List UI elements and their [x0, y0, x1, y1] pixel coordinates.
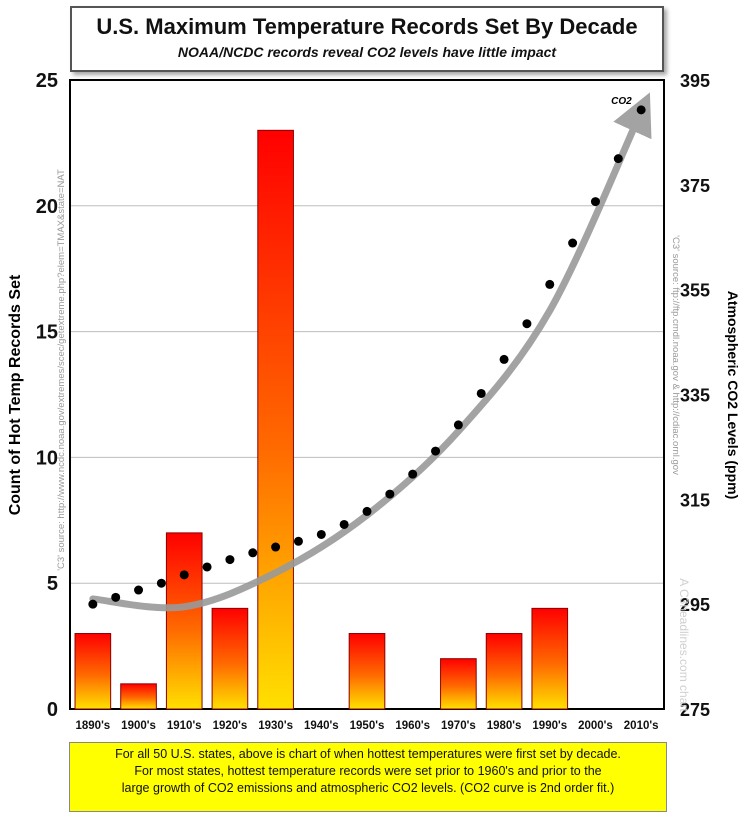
co2-dot [225, 555, 235, 565]
co2-dot [339, 519, 349, 529]
bar [74, 633, 112, 710]
footnote-line: For all 50 U.S. states, above is chart o… [115, 747, 621, 761]
y2-axis-label: Atmospheric CO2 Levels (ppm) [725, 291, 741, 500]
co2-dot [499, 354, 509, 364]
title-box: U.S. Maximum Temperature Records Set By … [70, 6, 664, 72]
x-tick-label: 1910's [167, 720, 202, 732]
bar [257, 129, 294, 710]
bar [531, 607, 569, 710]
co2-dot [271, 542, 281, 552]
bar [120, 683, 157, 710]
y-axis-label: Count of Hot Temp Records Set [7, 274, 24, 515]
footnote-line: large growth of CO2 emissions and atmosp… [121, 781, 615, 795]
plot-frame [69, 79, 665, 710]
co2-dot [179, 570, 189, 580]
chart-subtitle: NOAA/NCDC records reveal CO2 levels have… [177, 44, 557, 60]
y2-tick-label: 275 [680, 700, 710, 720]
footnote-line: For most states, hottest temperature rec… [134, 764, 602, 778]
bar [211, 607, 249, 710]
co2-dot [293, 536, 303, 546]
co2-dot [134, 585, 144, 595]
x-tick-label: 1980's [487, 720, 522, 732]
source-left: 'C3' source: http://www.ncdc.noaa.gov/ex… [56, 169, 67, 571]
footnote-box: For all 50 U.S. states, above is chart o… [69, 742, 667, 812]
y-tick-label: 5 [47, 573, 58, 595]
x-tick-label: 1930's [258, 720, 293, 732]
co2-dot [590, 197, 600, 207]
co2-dot [88, 599, 98, 609]
co2-dot [431, 446, 441, 456]
co2-dot [385, 489, 395, 499]
bar [348, 633, 386, 710]
co2-dot [613, 154, 623, 164]
x-tick-label: 1950's [350, 720, 385, 732]
x-tick-label: 1890's [75, 720, 110, 732]
co2-dot [156, 578, 166, 588]
bar [485, 633, 523, 710]
bar [440, 658, 477, 710]
y2-tick-label: 355 [680, 281, 710, 301]
chart-title: U.S. Maximum Temperature Records Set By … [96, 14, 638, 39]
x-tick-label: 1900's [121, 720, 156, 732]
co2-dot [453, 420, 463, 430]
y2-tick-label: 335 [680, 386, 710, 406]
co2-dot [248, 548, 258, 558]
source-right: 'C3' source: ftp://ftp.cmdl.noaa.gov & h… [670, 235, 681, 475]
bars [74, 129, 569, 710]
watermark: A C3headlines.com chart [677, 578, 691, 712]
co2-dot [111, 592, 121, 602]
y-tick-label: 10 [36, 447, 58, 469]
x-tick-label: 1970's [441, 720, 476, 732]
y-tick-label: 25 [36, 70, 58, 92]
x-tick-label: 1920's [213, 720, 248, 732]
co2-dot [568, 238, 578, 248]
y-tick-label: 15 [36, 322, 58, 344]
y-axis-ticks: 0 5 10 15 20 25 [36, 70, 58, 721]
co2-dot [545, 279, 555, 289]
co2-dot [362, 506, 372, 516]
bar [165, 532, 203, 710]
y-tick-label: 20 [36, 196, 58, 218]
co2-dot [202, 562, 212, 572]
co2-dot [522, 319, 532, 329]
y2-tick-label: 395 [680, 71, 710, 91]
gridlines [70, 205, 664, 584]
y2-tick-label: 375 [680, 176, 710, 196]
x-axis-ticks: 1890's 1900's 1910's 1920's 1930's 1940's 1950… [75, 720, 658, 732]
co2-dot [316, 529, 326, 539]
co2-dot [408, 469, 418, 479]
co2-label: CO2 [611, 96, 632, 107]
co2-dot [636, 105, 646, 115]
co2-dots [88, 105, 646, 609]
x-tick-label: 2000's [578, 720, 613, 732]
y-tick-label: 0 [47, 699, 58, 721]
x-tick-label: 1940's [304, 720, 339, 732]
y2-axis-ticks: 275 295 315 335 355 375 395 [680, 71, 710, 720]
co2-dot [476, 388, 486, 398]
x-tick-label: 1960's [395, 720, 430, 732]
x-tick-label: 1990's [532, 720, 567, 732]
y2-tick-label: 295 [680, 595, 710, 615]
x-tick-label: 2010's [624, 720, 659, 732]
y2-tick-label: 315 [680, 490, 710, 510]
